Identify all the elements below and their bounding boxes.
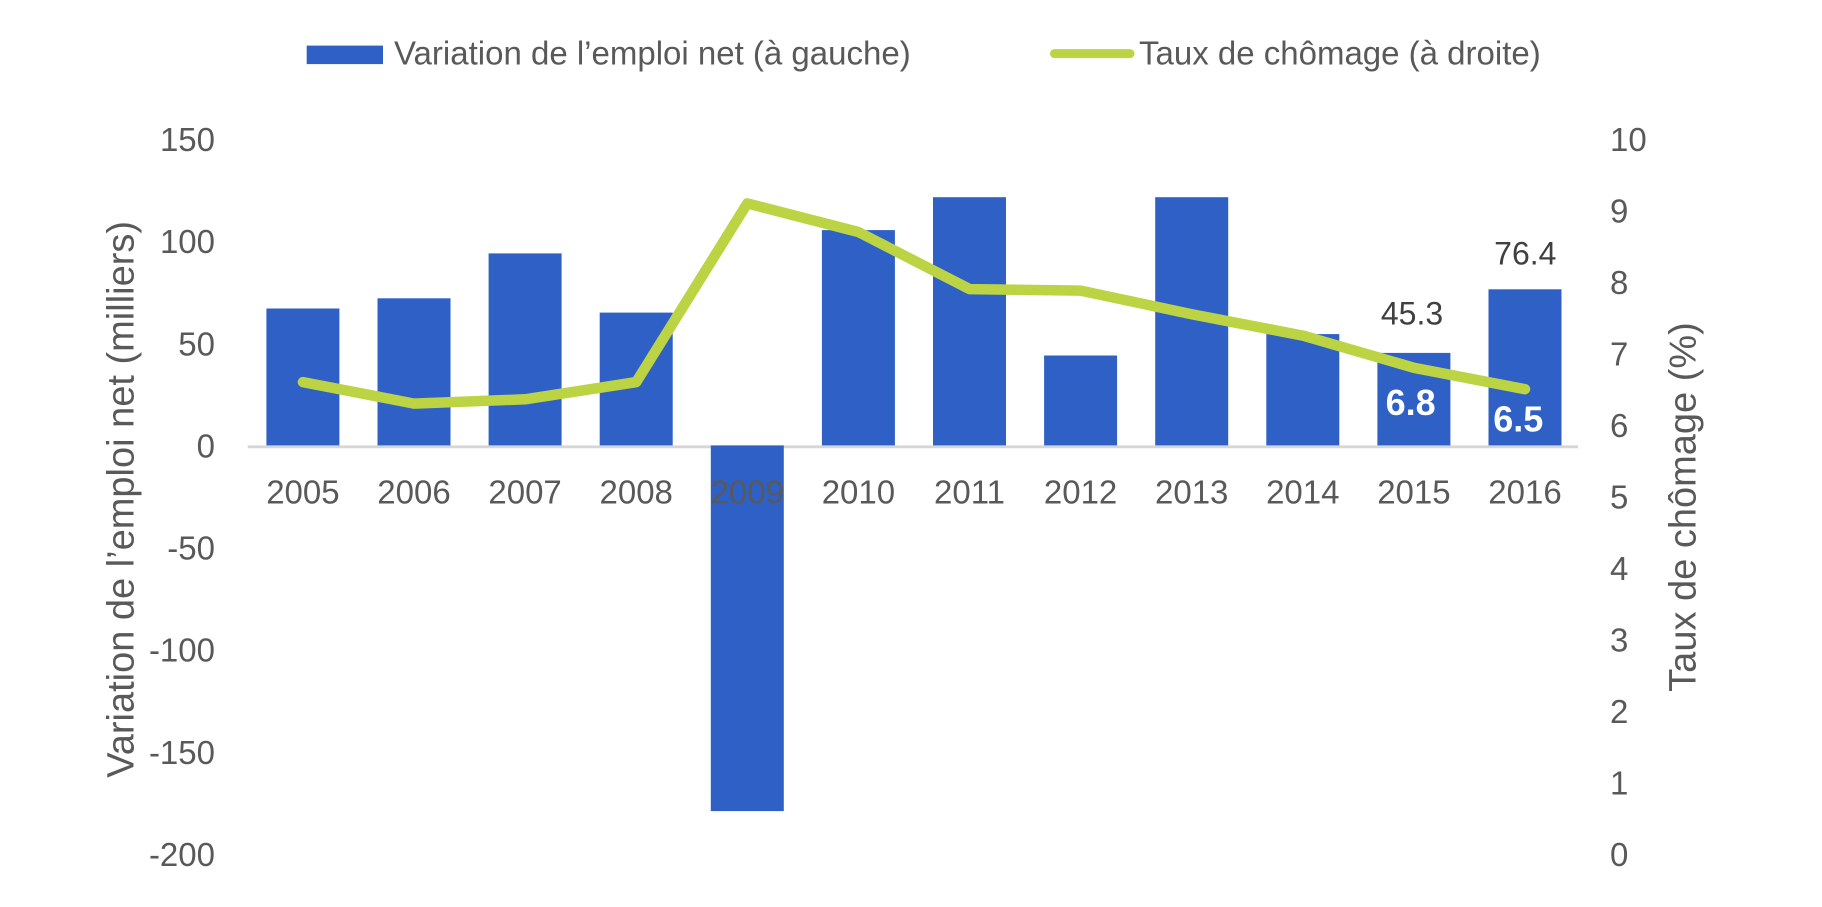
svg-text:-100: -100 [149, 632, 215, 669]
svg-text:2008: 2008 [599, 474, 672, 511]
svg-text:Variation de l’emploi net (à g: Variation de l’emploi net (à gauche) [394, 34, 911, 71]
svg-text:2: 2 [1610, 693, 1628, 730]
svg-text:-50: -50 [167, 530, 215, 567]
svg-text:2012: 2012 [1044, 474, 1117, 511]
svg-text:45.3: 45.3 [1381, 296, 1443, 332]
svg-text:Variation de l’emploi net (mil: Variation de l’emploi net (milliers) [101, 221, 143, 778]
svg-text:2005: 2005 [266, 474, 339, 511]
svg-text:8: 8 [1610, 264, 1628, 301]
svg-text:-200: -200 [149, 836, 215, 873]
svg-text:0: 0 [197, 427, 215, 464]
svg-text:2009: 2009 [711, 474, 784, 511]
svg-text:5: 5 [1610, 479, 1628, 516]
svg-text:2011: 2011 [934, 474, 1005, 511]
svg-text:150: 150 [160, 121, 215, 158]
svg-text:2013: 2013 [1155, 474, 1228, 511]
svg-text:0: 0 [1610, 836, 1628, 873]
svg-text:10: 10 [1610, 121, 1647, 158]
svg-text:2007: 2007 [488, 474, 561, 511]
svg-text:6: 6 [1610, 407, 1628, 444]
svg-text:76.4: 76.4 [1494, 235, 1556, 271]
svg-text:2014: 2014 [1266, 474, 1339, 511]
svg-text:Taux de chômage (à droite): Taux de chômage (à droite) [1139, 34, 1541, 71]
svg-text:-150: -150 [149, 734, 215, 771]
svg-text:4: 4 [1610, 550, 1628, 587]
svg-text:2015: 2015 [1377, 474, 1450, 511]
svg-text:Taux de chômage (%): Taux de chômage (%) [1663, 322, 1705, 692]
svg-text:2006: 2006 [377, 474, 450, 511]
svg-text:50: 50 [178, 325, 215, 362]
svg-text:1: 1 [1610, 765, 1628, 802]
svg-text:2016: 2016 [1488, 474, 1561, 511]
svg-text:100: 100 [160, 223, 215, 260]
svg-text:6.8: 6.8 [1386, 382, 1436, 423]
svg-text:7: 7 [1610, 336, 1628, 373]
svg-text:2010: 2010 [822, 474, 895, 511]
svg-text:3: 3 [1610, 622, 1628, 659]
svg-text:6.5: 6.5 [1493, 398, 1543, 439]
svg-text:9: 9 [1610, 193, 1628, 230]
